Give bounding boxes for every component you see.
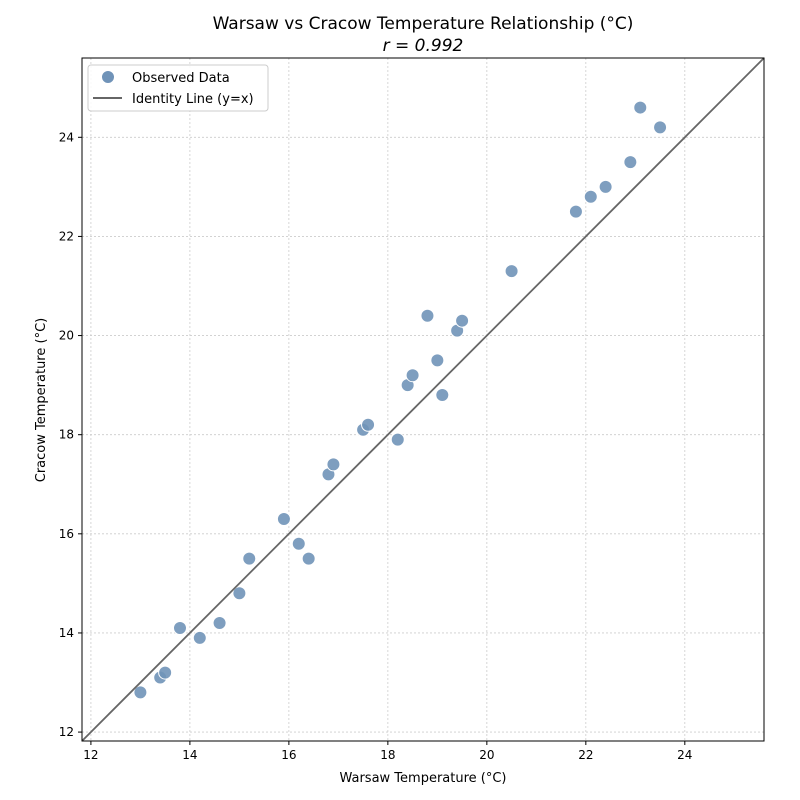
y-tick-label: 18 [59, 428, 74, 442]
data-point [291, 536, 306, 551]
identity-line [81, 57, 765, 742]
data-point [158, 665, 173, 680]
x-axis-label: Warsaw Temperature (°C) [339, 771, 506, 786]
data-point [504, 264, 519, 279]
data-point [276, 511, 291, 526]
data-point [232, 586, 247, 601]
data-point [172, 620, 187, 635]
x-tick-label: 22 [578, 748, 593, 762]
y-tick-label: 12 [59, 725, 74, 739]
chart-subtitle: r = 0.992 [383, 36, 464, 56]
data-point [133, 685, 148, 700]
data-point [455, 313, 470, 328]
y-tick-label: 22 [59, 229, 74, 243]
x-tick-label: 16 [281, 748, 296, 762]
x-tick-label: 24 [677, 748, 692, 762]
marks [81, 57, 765, 742]
y-tick-label: 20 [59, 329, 74, 343]
data-point [430, 353, 445, 368]
legend-marker-observed [101, 70, 115, 84]
data-point [242, 551, 257, 566]
y-axis-label: Cracow Temperature (°C) [34, 318, 49, 482]
y-tick-label: 16 [59, 527, 74, 541]
legend-box [87, 64, 269, 112]
data-point [653, 120, 668, 135]
legend-label-observed: Observed Data [132, 71, 230, 86]
data-point [623, 155, 638, 170]
data-point [405, 368, 420, 383]
data-point [598, 179, 613, 194]
data-point [583, 189, 598, 204]
data-point [212, 616, 227, 631]
legend: Observed Data Identity Line (y=x) [87, 64, 269, 112]
data-point [633, 100, 648, 115]
legend-label-identity: Identity Line (y=x) [132, 92, 254, 107]
grid [82, 58, 764, 741]
data-point [435, 388, 450, 403]
y-tick-label: 14 [59, 626, 74, 640]
data-point [420, 308, 435, 323]
x-tick-label: 14 [182, 748, 197, 762]
data-point [390, 432, 405, 447]
x-tick-label: 20 [479, 748, 494, 762]
y-tick-label: 24 [59, 130, 74, 144]
data-point [568, 204, 583, 219]
x-tick-label: 18 [380, 748, 395, 762]
data-point [192, 630, 207, 645]
plot-frame [81, 57, 765, 742]
ticks: 12 14 16 18 20 22 24 12 14 16 18 20 22 24 [59, 130, 693, 762]
x-tick-label: 12 [83, 748, 98, 762]
data-point [301, 551, 316, 566]
data-point [326, 457, 341, 472]
data-point [361, 417, 376, 432]
chart-title: Warsaw vs Cracow Temperature Relationshi… [213, 14, 634, 34]
